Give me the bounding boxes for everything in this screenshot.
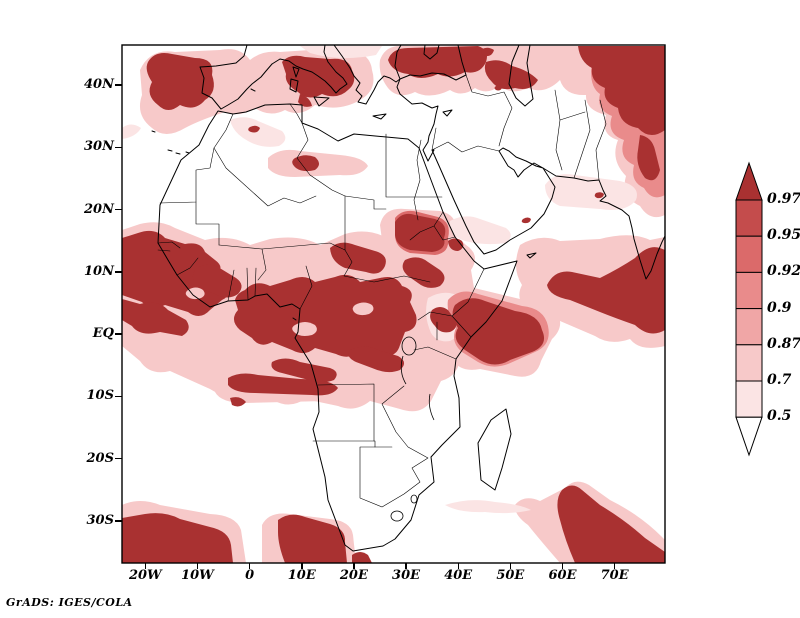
- y-tick-label: 40N: [84, 77, 114, 92]
- colorbar-segment: [735, 199, 763, 237]
- map-frame: [121, 44, 666, 564]
- x-tick-label: 10W: [181, 568, 214, 583]
- y-tick-label: 20S: [86, 450, 114, 466]
- x-tick-mark: [509, 563, 512, 569]
- x-tick-mark: [457, 563, 459, 569]
- x-tick-mark: [144, 563, 147, 569]
- y-tick-mark: [115, 146, 122, 149]
- y-tick-label: 10S: [86, 388, 114, 404]
- y-tick-mark: [115, 395, 122, 398]
- x-tick-mark: [405, 563, 407, 569]
- lake-layer: [390, 336, 435, 522]
- border-layer: [157, 74, 607, 508]
- colorbar-label: 0.7: [767, 372, 792, 388]
- y-tick-label: 30S: [86, 512, 114, 528]
- colorbar-label: 0.95: [767, 227, 800, 244]
- x-tick-label: 20W: [128, 568, 162, 583]
- y-tick-label: EQ: [92, 326, 114, 341]
- x-tick-label: 10E: [287, 568, 316, 583]
- colorbar-label: 0.9: [767, 299, 792, 316]
- x-tick-mark: [196, 563, 199, 569]
- colorbar-segment: [735, 271, 763, 310]
- x-tick-label: 40E: [444, 568, 473, 583]
- y-tick-label: 10N: [84, 263, 114, 279]
- y-tick-mark: [115, 84, 122, 86]
- y-tick-mark: [115, 208, 122, 211]
- colorbar-label: 0.925: [767, 263, 800, 280]
- x-tick-label: 0: [245, 568, 255, 583]
- grads-attribution: GrADS: IGES/COLA: [6, 596, 133, 609]
- x-tick-label: 50E: [496, 568, 525, 583]
- y-tick-label: 20N: [84, 201, 114, 217]
- y-tick-label: 30N: [84, 139, 114, 155]
- y-tick-mark: [115, 520, 122, 522]
- colorbar-segment: [735, 344, 763, 382]
- x-tick-mark: [301, 563, 303, 569]
- x-tick-label: 60E: [548, 568, 577, 583]
- x-tick-mark: [248, 563, 251, 569]
- colorbar-bottom-arrow: [735, 416, 763, 457]
- x-tick-mark: [561, 563, 564, 569]
- x-tick-mark: [613, 563, 616, 569]
- colorbar-segment: [735, 235, 763, 273]
- colorbar-label: 0.875: [767, 335, 800, 352]
- y-tick-mark: [115, 457, 122, 460]
- y-tick-mark: [115, 271, 122, 273]
- x-tick-label: 30E: [392, 568, 421, 583]
- coastline-layer: [151, 44, 666, 552]
- colorbar-segment: [735, 308, 763, 346]
- colorbar-segment: [735, 380, 763, 418]
- x-tick-label: 20E: [339, 568, 368, 583]
- colorbar-label: 0.975: [767, 191, 800, 207]
- y-tick-mark: [115, 333, 122, 335]
- colorbar-label: 0.5: [767, 408, 792, 425]
- x-tick-label: 70E: [600, 568, 629, 583]
- colorbar: [735, 161, 763, 457]
- x-tick-mark: [353, 563, 355, 569]
- cloud-fill-layer: [122, 46, 665, 563]
